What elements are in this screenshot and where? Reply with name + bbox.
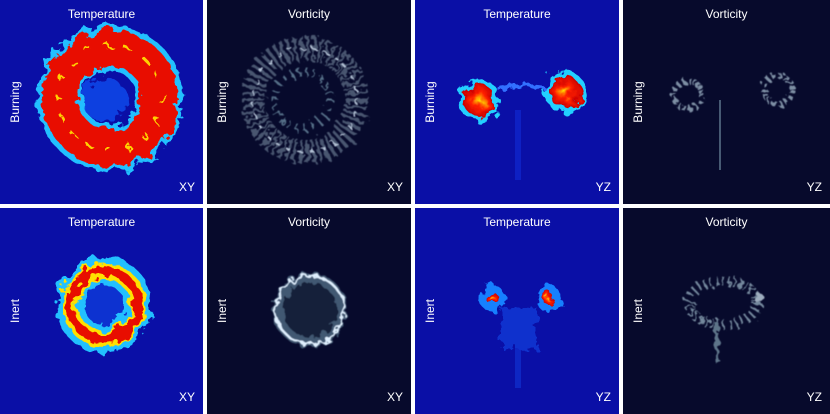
- row-label: Burning: [631, 81, 645, 122]
- vortex-lobe: [671, 78, 705, 112]
- vortex-inner: [270, 68, 334, 132]
- panel: Vorticity Inert XY: [207, 208, 411, 414]
- mixing-ring: [56, 257, 152, 353]
- spot: [486, 292, 498, 304]
- panel-background: [623, 208, 830, 414]
- plume-vortex: [684, 276, 764, 363]
- row-label: Burning: [423, 81, 437, 122]
- panel: Temperature Burning YZ: [415, 0, 619, 204]
- plane-label: YZ: [807, 180, 822, 194]
- lobe: [549, 76, 581, 108]
- ring-halo: [273, 273, 347, 347]
- panel-title: Temperature: [68, 215, 136, 229]
- plane-label: XY: [179, 390, 195, 404]
- panel-title: Vorticity: [705, 215, 747, 229]
- panel: Vorticity Inert YZ: [623, 208, 830, 414]
- plane-label: XY: [387, 390, 403, 404]
- vortex-lobe: [761, 73, 795, 107]
- vortex-cloud: [684, 276, 762, 330]
- tail: [515, 348, 521, 388]
- row-label: Inert: [631, 298, 645, 323]
- panel-title: Temperature: [483, 7, 551, 21]
- panel: Vorticity Burning YZ: [623, 0, 830, 204]
- inner-mix: [83, 78, 127, 122]
- plane-label: XY: [179, 180, 195, 194]
- row-label: Burning: [8, 81, 22, 122]
- spot: [542, 292, 554, 304]
- lobe: [463, 84, 495, 116]
- plane-label: XY: [387, 180, 403, 194]
- row-label: Burning: [215, 81, 229, 122]
- wake: [719, 100, 721, 170]
- vortex-tail: [715, 323, 719, 363]
- panel-title: Temperature: [483, 215, 551, 229]
- row-label: Inert: [215, 298, 229, 323]
- flame-core: [56, 44, 164, 152]
- plane-label: YZ: [596, 180, 611, 194]
- panel-title: Vorticity: [705, 7, 747, 21]
- plane-label: YZ: [807, 390, 822, 404]
- row-label: Inert: [423, 298, 437, 323]
- plane-label: YZ: [596, 390, 611, 404]
- plume: [479, 285, 561, 348]
- panel: Vorticity Burning XY: [207, 0, 411, 204]
- jet: [496, 84, 546, 90]
- vortex-ring: [273, 273, 347, 347]
- wake: [515, 110, 521, 180]
- flame-lobes: [458, 71, 586, 121]
- ring: [274, 274, 346, 346]
- panel: Temperature Burning XY: [0, 0, 203, 204]
- panel-title: Vorticity: [288, 215, 330, 229]
- flame-field: [37, 25, 183, 171]
- panel-title: Temperature: [68, 7, 136, 21]
- ring-core: [65, 266, 143, 344]
- vortex-field: [241, 36, 369, 164]
- flame-ring: [42, 30, 178, 166]
- panel-background: [623, 0, 830, 204]
- panel-title: Vorticity: [288, 7, 330, 21]
- inner: [84, 285, 124, 325]
- vortex-ring-bright: [252, 47, 358, 153]
- panel: Temperature Inert XY: [0, 208, 203, 414]
- panel-background: [207, 0, 411, 204]
- row-label: Inert: [8, 298, 22, 323]
- panel: Temperature Inert YZ: [415, 208, 619, 414]
- wake: [501, 308, 537, 348]
- vortex-lobes: [671, 73, 795, 112]
- vortex-core: [754, 293, 764, 303]
